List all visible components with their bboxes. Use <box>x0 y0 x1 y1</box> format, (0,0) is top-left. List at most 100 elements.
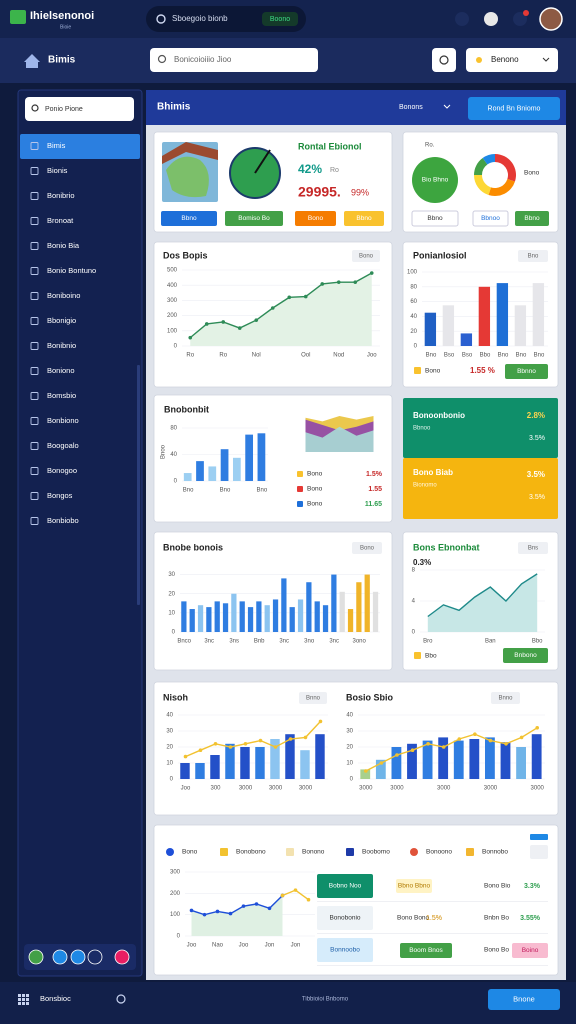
y-tick-label: 30 <box>346 729 353 735</box>
button-text[interactable]: Boino <box>522 947 539 954</box>
x-tick-label: 3no <box>304 639 315 645</box>
sidebar-active <box>20 134 140 159</box>
button[interactable] <box>503 648 548 663</box>
sidebar-item[interactable]: Boniboino <box>47 291 80 300</box>
sidebar-item[interactable]: Bonibnio <box>47 341 76 350</box>
header-icon[interactable] <box>513 12 527 26</box>
sidebar-item[interactable]: Bongos <box>47 491 73 500</box>
search-icon <box>156 14 166 24</box>
button[interactable] <box>411 210 459 227</box>
sidebar-item[interactable]: Bonibrio <box>47 191 75 200</box>
y-tick-label: 0 <box>177 934 181 940</box>
legend-swatch <box>346 848 354 856</box>
sidebar-item[interactable]: Bronoat <box>47 216 74 225</box>
button-text[interactable]: Bbnno <box>517 368 536 375</box>
button[interactable] <box>512 943 548 958</box>
point <box>267 906 272 911</box>
legend-swatch <box>166 848 174 856</box>
line <box>189 272 373 339</box>
bar <box>206 607 212 632</box>
button[interactable] <box>295 211 336 226</box>
sidebar-item-icon <box>30 142 39 150</box>
sidebar-item[interactable]: Bonbiono <box>47 416 79 425</box>
bar <box>315 734 325 779</box>
header-icon[interactable] <box>484 12 498 26</box>
footer-button[interactable] <box>488 989 560 1010</box>
button[interactable] <box>161 211 217 226</box>
bar <box>240 747 250 779</box>
toolbar-button[interactable] <box>432 48 456 72</box>
chevron <box>542 57 550 62</box>
bar <box>225 743 235 779</box>
sidebar-item[interactable]: Boniono <box>47 366 75 375</box>
sidebar-item[interactable]: Bbonigio <box>47 316 76 325</box>
bar <box>289 607 295 632</box>
card-title: Bnobonbit <box>164 404 209 414</box>
bar <box>496 283 509 346</box>
legend-text[interactable]: Bonobono <box>236 849 266 856</box>
footer-icon <box>116 994 126 1004</box>
button-text[interactable]: Bbno <box>524 215 540 222</box>
sidebar-item[interactable]: Bimis <box>47 141 66 150</box>
grid-icon <box>22 1002 25 1005</box>
point <box>288 737 293 741</box>
button-text[interactable]: Bbnoo <box>481 215 500 222</box>
sidebar-item[interactable]: Boogoalo <box>47 441 79 450</box>
bar <box>453 740 464 779</box>
overview-dropdown[interactable] <box>530 845 548 859</box>
row-tag-text: Bobno Noo <box>329 883 362 890</box>
button-text[interactable]: Bnbono <box>514 652 537 659</box>
legend-value: 1.55 <box>368 486 382 493</box>
y-tick-label: 60 <box>410 299 417 305</box>
button-text[interactable]: Bbno <box>427 215 443 222</box>
button[interactable] <box>515 211 549 226</box>
legend-text[interactable]: Bonono <box>302 849 325 856</box>
header-icon[interactable] <box>455 12 469 26</box>
account-dropdown[interactable] <box>466 48 558 72</box>
button[interactable] <box>505 364 548 379</box>
bar <box>424 312 437 346</box>
sidebar-item[interactable]: Bonio Bontuno <box>47 266 96 275</box>
legend-text[interactable]: Bonoono <box>426 849 452 856</box>
legend-text[interactable]: Boobomo <box>362 849 390 856</box>
sidebar-item[interactable]: Bionis <box>47 166 68 175</box>
toolbar-search[interactable] <box>150 48 318 72</box>
sidebar-item[interactable]: Bonbiobo <box>47 516 79 525</box>
brand-sub: Bioie <box>60 24 71 30</box>
chip <box>518 542 548 554</box>
x-tick-label: 3000 <box>359 786 373 792</box>
sidebar-item[interactable]: Bomsbio <box>47 391 76 400</box>
main-filter[interactable]: Bonons <box>399 104 423 111</box>
x-tick-label: 3000 <box>269 786 283 792</box>
button-text[interactable]: Bono <box>308 215 324 222</box>
button-text[interactable]: Bbno <box>356 215 372 222</box>
button-text[interactable]: Boom Bnos <box>409 947 443 954</box>
button-text[interactable]: Bbno <box>181 215 197 222</box>
sidebar-item-icon <box>30 292 39 300</box>
x-tick-label: Bro <box>423 639 433 645</box>
footer-button-text[interactable]: Bnone <box>513 994 535 1003</box>
x-tick-label: 300 <box>210 786 221 792</box>
button-text[interactable]: Bomiso Bo <box>238 215 270 222</box>
sidebar-item[interactable]: Bonio Bia <box>47 241 80 250</box>
status-title: Bonoonbonio <box>413 411 465 420</box>
sidebar <box>17 89 143 977</box>
pie-slice <box>474 175 491 195</box>
main-button[interactable] <box>468 97 560 120</box>
area <box>305 426 374 452</box>
sidebar-search[interactable] <box>25 97 134 121</box>
legend-text: Bono <box>307 471 323 478</box>
button[interactable] <box>225 211 283 226</box>
sidebar-item[interactable]: Bonogoo <box>47 466 77 475</box>
button[interactable] <box>400 943 452 958</box>
x-tick-label: Joo <box>239 943 249 949</box>
button[interactable] <box>344 211 384 226</box>
button[interactable] <box>472 210 509 227</box>
y-axis-label: Bnoo <box>161 444 167 459</box>
point <box>426 742 430 746</box>
point <box>353 280 358 284</box>
status-top <box>403 398 558 458</box>
map-land <box>166 156 209 198</box>
legend-text[interactable]: Bonnobo <box>482 849 508 856</box>
legend-text[interactable]: Bono <box>182 849 198 856</box>
